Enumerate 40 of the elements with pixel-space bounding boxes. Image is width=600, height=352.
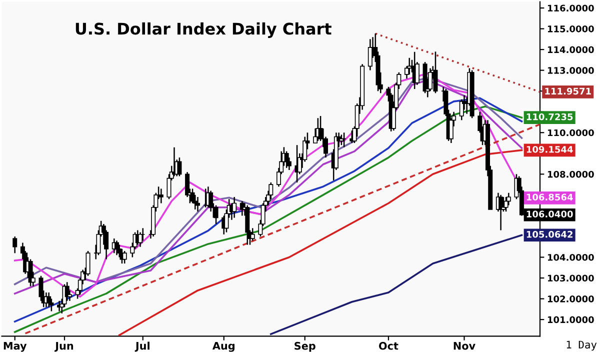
- y-tick-label: 101.0000: [548, 316, 594, 324]
- candlestick: [114, 240, 120, 256]
- candlestick: [177, 156, 182, 177]
- x-tick-label: Jun: [54, 342, 74, 352]
- data-label: 106.8564: [526, 194, 573, 201]
- candlestick: [459, 98, 464, 121]
- data-label: 111.9571: [545, 88, 591, 95]
- y-tick-label: 110.0000: [548, 129, 594, 136]
- candlestick: [86, 250, 90, 277]
- x-tick-label: May: [4, 342, 27, 352]
- candlestick: [284, 150, 289, 169]
- candlestick: [46, 292, 52, 308]
- x-tick-label: Nov: [454, 342, 476, 350]
- text: 106.0400: [526, 210, 573, 218]
- candlestick: [196, 196, 200, 212]
- candlestick: [232, 196, 237, 218]
- y-tick-label: 113.0000: [548, 67, 594, 74]
- candlestick: [28, 258, 33, 287]
- candlestick: [122, 250, 127, 264]
- data-label: 109.1544: [526, 146, 573, 153]
- candlestick: [214, 204, 218, 225]
- x-tick-label: Oct: [378, 342, 398, 350]
- y-tick-label: 115.0000: [548, 25, 594, 32]
- x-axis-title: 1 Day: [566, 340, 597, 351]
- x-tick-label: Sep: [294, 342, 316, 352]
- candlestick: [12, 236, 18, 254]
- y-tick-label: 116.0000: [548, 4, 594, 12]
- candlestick: [339, 134, 344, 146]
- y-tick-label: 108.0000: [548, 170, 594, 178]
- y-tick-label: 104.0000: [548, 254, 594, 261]
- y-tick-label: 103.0000: [548, 274, 594, 282]
- y-tick-label: 114.0000: [548, 46, 594, 54]
- y-tick-label: 102.0000: [548, 296, 594, 302]
- data-label: 110.7235: [526, 113, 573, 120]
- candlestick: [250, 228, 255, 242]
- x-tick-label: Jul: [134, 342, 150, 352]
- text: U.S. Dollar Index Daily Chart: [76, 22, 332, 38]
- x-tick-label: Aug: [212, 342, 234, 352]
- data-label: 105.0642: [526, 230, 572, 238]
- candlestick: [138, 232, 143, 248]
